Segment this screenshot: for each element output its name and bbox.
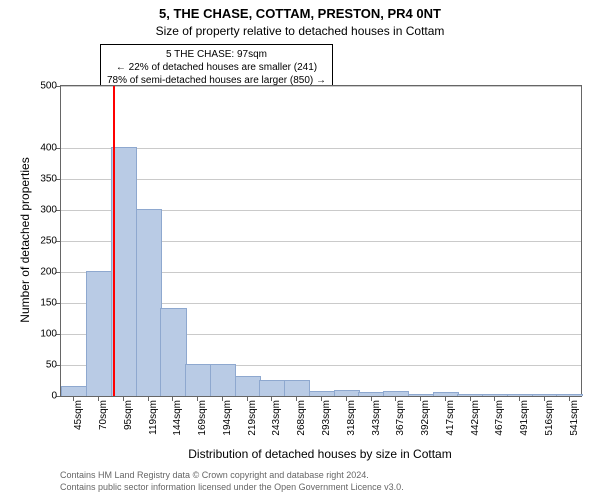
x-tick-label: 219sqm: [247, 400, 258, 436]
x-tick-label: 119sqm: [148, 400, 159, 435]
chart-title: 5, THE CHASE, COTTAM, PRESTON, PR4 0NT: [0, 6, 600, 21]
x-tick-label: 70sqm: [98, 400, 109, 430]
y-tick-label: 150: [40, 298, 61, 309]
y-axis-label: Number of detached properties: [18, 85, 32, 395]
x-tick-label: 417sqm: [445, 400, 456, 436]
annotation-line-2: ← 22% of detached houses are smaller (24…: [107, 61, 326, 74]
chart-subtitle: Size of property relative to detached ho…: [0, 24, 600, 38]
histogram-bar: [136, 209, 162, 396]
y-tick-label: 250: [40, 236, 61, 247]
annotation-line-1: 5 THE CHASE: 97sqm: [107, 48, 326, 61]
x-tick-label: 491sqm: [519, 400, 530, 436]
histogram-bar: [457, 394, 483, 396]
y-tick-label: 400: [40, 143, 61, 154]
histogram-bar: [86, 271, 112, 396]
histogram-bar: [210, 364, 236, 396]
histogram-bar: [235, 376, 261, 396]
histogram-bar: [160, 308, 186, 396]
x-tick-label: 343sqm: [371, 400, 382, 436]
x-tick-label: 45sqm: [73, 400, 84, 430]
histogram-bar: [61, 386, 87, 396]
y-tick-label: 300: [40, 205, 61, 216]
y-tick-label: 200: [40, 267, 61, 278]
x-tick-label: 318sqm: [346, 400, 357, 436]
x-tick-label: 268sqm: [296, 400, 307, 436]
x-tick-label: 194sqm: [222, 400, 233, 436]
x-tick-label: 367sqm: [395, 400, 406, 436]
histogram-bar: [556, 394, 582, 396]
x-tick-label: 144sqm: [172, 400, 183, 436]
annotation-box: 5 THE CHASE: 97sqm ← 22% of detached hou…: [100, 44, 333, 91]
y-tick-label: 0: [51, 391, 61, 402]
chart-container: 5, THE CHASE, COTTAM, PRESTON, PR4 0NT S…: [0, 0, 600, 500]
x-tick-label: 169sqm: [197, 400, 208, 436]
x-tick-label: 392sqm: [420, 400, 431, 436]
histogram-bar: [433, 392, 459, 396]
x-tick-label: 516sqm: [544, 400, 555, 436]
histogram-bar: [284, 380, 310, 397]
histogram-bar: [259, 380, 285, 397]
histogram-bar: [185, 364, 211, 396]
y-tick-label: 50: [46, 360, 61, 371]
histogram-bar: [532, 394, 558, 396]
x-tick-label: 541sqm: [569, 400, 580, 436]
x-tick-label: 95sqm: [123, 400, 134, 430]
y-tick-label: 350: [40, 174, 61, 185]
x-tick-label: 243sqm: [271, 400, 282, 436]
y-tick-label: 100: [40, 329, 61, 340]
marker-line: [113, 86, 115, 396]
grid-line: [61, 148, 581, 149]
x-tick-label: 442sqm: [470, 400, 481, 436]
x-tick-label: 467sqm: [494, 400, 505, 436]
plot-area: 05010015020025030035040050045sqm70sqm95s…: [60, 85, 582, 397]
x-axis-label: Distribution of detached houses by size …: [188, 447, 451, 461]
y-tick-label: 500: [40, 81, 61, 92]
footer: Contains HM Land Registry data © Crown c…: [60, 470, 404, 493]
grid-line: [61, 86, 581, 87]
footer-line-2: Contains public sector information licen…: [60, 482, 404, 494]
footer-line-1: Contains HM Land Registry data © Crown c…: [60, 470, 404, 482]
grid-line: [61, 179, 581, 180]
x-tick-label: 293sqm: [321, 400, 332, 436]
histogram-bar: [334, 390, 360, 396]
